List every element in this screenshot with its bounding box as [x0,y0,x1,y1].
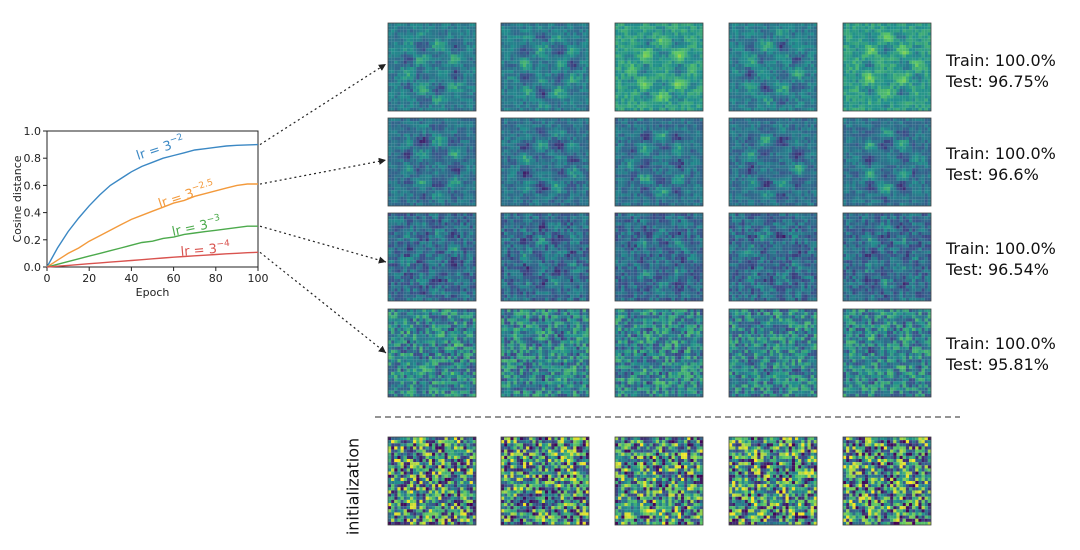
x-tick-label: 40 [124,272,138,285]
initialization-label: initialization [343,437,363,536]
series-label: lr = 3−2.5 [156,178,217,212]
series-label-base: lr = 3 [180,242,218,260]
train-accuracy: Train: 100.0% [946,51,1056,70]
weight-image [842,117,932,207]
connector-arrow [259,251,387,354]
x-tick-label: 0 [44,272,51,285]
initialization-weight-image [500,436,590,526]
weight-image [500,117,590,207]
initialization-weight-image [842,436,932,526]
y-tick-label: 0.6 [24,179,42,192]
y-tick-label: 1.0 [24,125,42,138]
x-tick-label: 20 [82,272,96,285]
weight-image [728,22,818,112]
series-label-base: lr = 3 [157,186,196,212]
cosine-distance-chart: 0 20 40 60 80 100 0.0 0.2 0.4 0.6 0.8 1.0 Epoch Cosin… [11,125,269,299]
series-line [46,183,258,268]
result-row-3: Train: 100.0% Test: 96.54% [946,238,1056,280]
series-line [46,251,259,268]
weight-image [614,22,704,112]
series-line [46,143,259,268]
y-axis-label: Cosine distance [11,155,24,242]
test-accuracy: Test: 96.54% [946,260,1049,279]
result-row-4: Train: 100.0% Test: 95.81% [946,333,1056,375]
train-accuracy: Train: 100.0% [946,144,1056,163]
train-accuracy: Train: 100.0% [946,239,1056,258]
series-label-exponent: −4 [216,239,230,250]
result-row-1: Train: 100.0% Test: 96.75% [946,50,1056,92]
connector-arrow [259,225,387,264]
connector-arrows [259,63,387,354]
test-accuracy: Test: 96.75% [946,72,1049,91]
svg-text:lr = 3−4: lr = 3−4 [180,239,231,260]
weight-image [387,22,477,112]
weight-image [842,308,932,398]
initialization-weight-image [728,436,818,526]
svg-text:lr = 3−2.5: lr = 3−2.5 [156,178,217,212]
weight-image [387,212,477,302]
y-tick-label: 0.4 [24,207,42,220]
x-tick-label: 60 [167,272,181,285]
train-accuracy: Train: 100.0% [946,334,1056,353]
svg-text:lr = 3−3: lr = 3−3 [170,213,222,240]
weight-image [614,212,704,302]
weight-image-grid [387,22,932,526]
connector-arrow [259,157,387,185]
weight-image [842,22,932,112]
weight-image [614,117,704,207]
series-label-exponent: −3 [206,213,221,226]
test-accuracy: Test: 95.81% [946,355,1049,374]
weight-image [500,22,590,112]
series-label-base: lr = 3 [171,218,210,240]
weight-image [728,212,818,302]
initialization-weight-image [614,436,704,526]
y-tick-label: 0.8 [24,152,42,165]
initialization-weight-image [387,436,477,526]
y-tick-label: 0.2 [24,234,42,247]
weight-image [728,308,818,398]
series-label: lr = 3−4 [180,239,231,260]
weight-image [842,212,932,302]
result-row-2: Train: 100.0% Test: 96.6% [946,143,1056,185]
x-axis-label: Epoch [136,286,170,299]
weight-image [614,308,704,398]
weight-image [728,117,818,207]
connector-arrow [259,63,387,146]
y-tick-label: 0.0 [24,261,42,274]
weight-image [500,308,590,398]
weight-image [387,308,477,398]
weight-image [387,117,477,207]
series-label-base: lr = 3 [135,138,174,164]
test-accuracy: Test: 96.6% [946,165,1039,184]
plot-frame [46,130,259,268]
weight-image [500,212,590,302]
series-label-exponent: −2 [169,132,185,146]
series-line [46,225,258,268]
x-tick-label: 80 [209,272,223,285]
x-tick-label: 100 [248,272,269,285]
series-label: lr = 3−3 [170,213,222,240]
